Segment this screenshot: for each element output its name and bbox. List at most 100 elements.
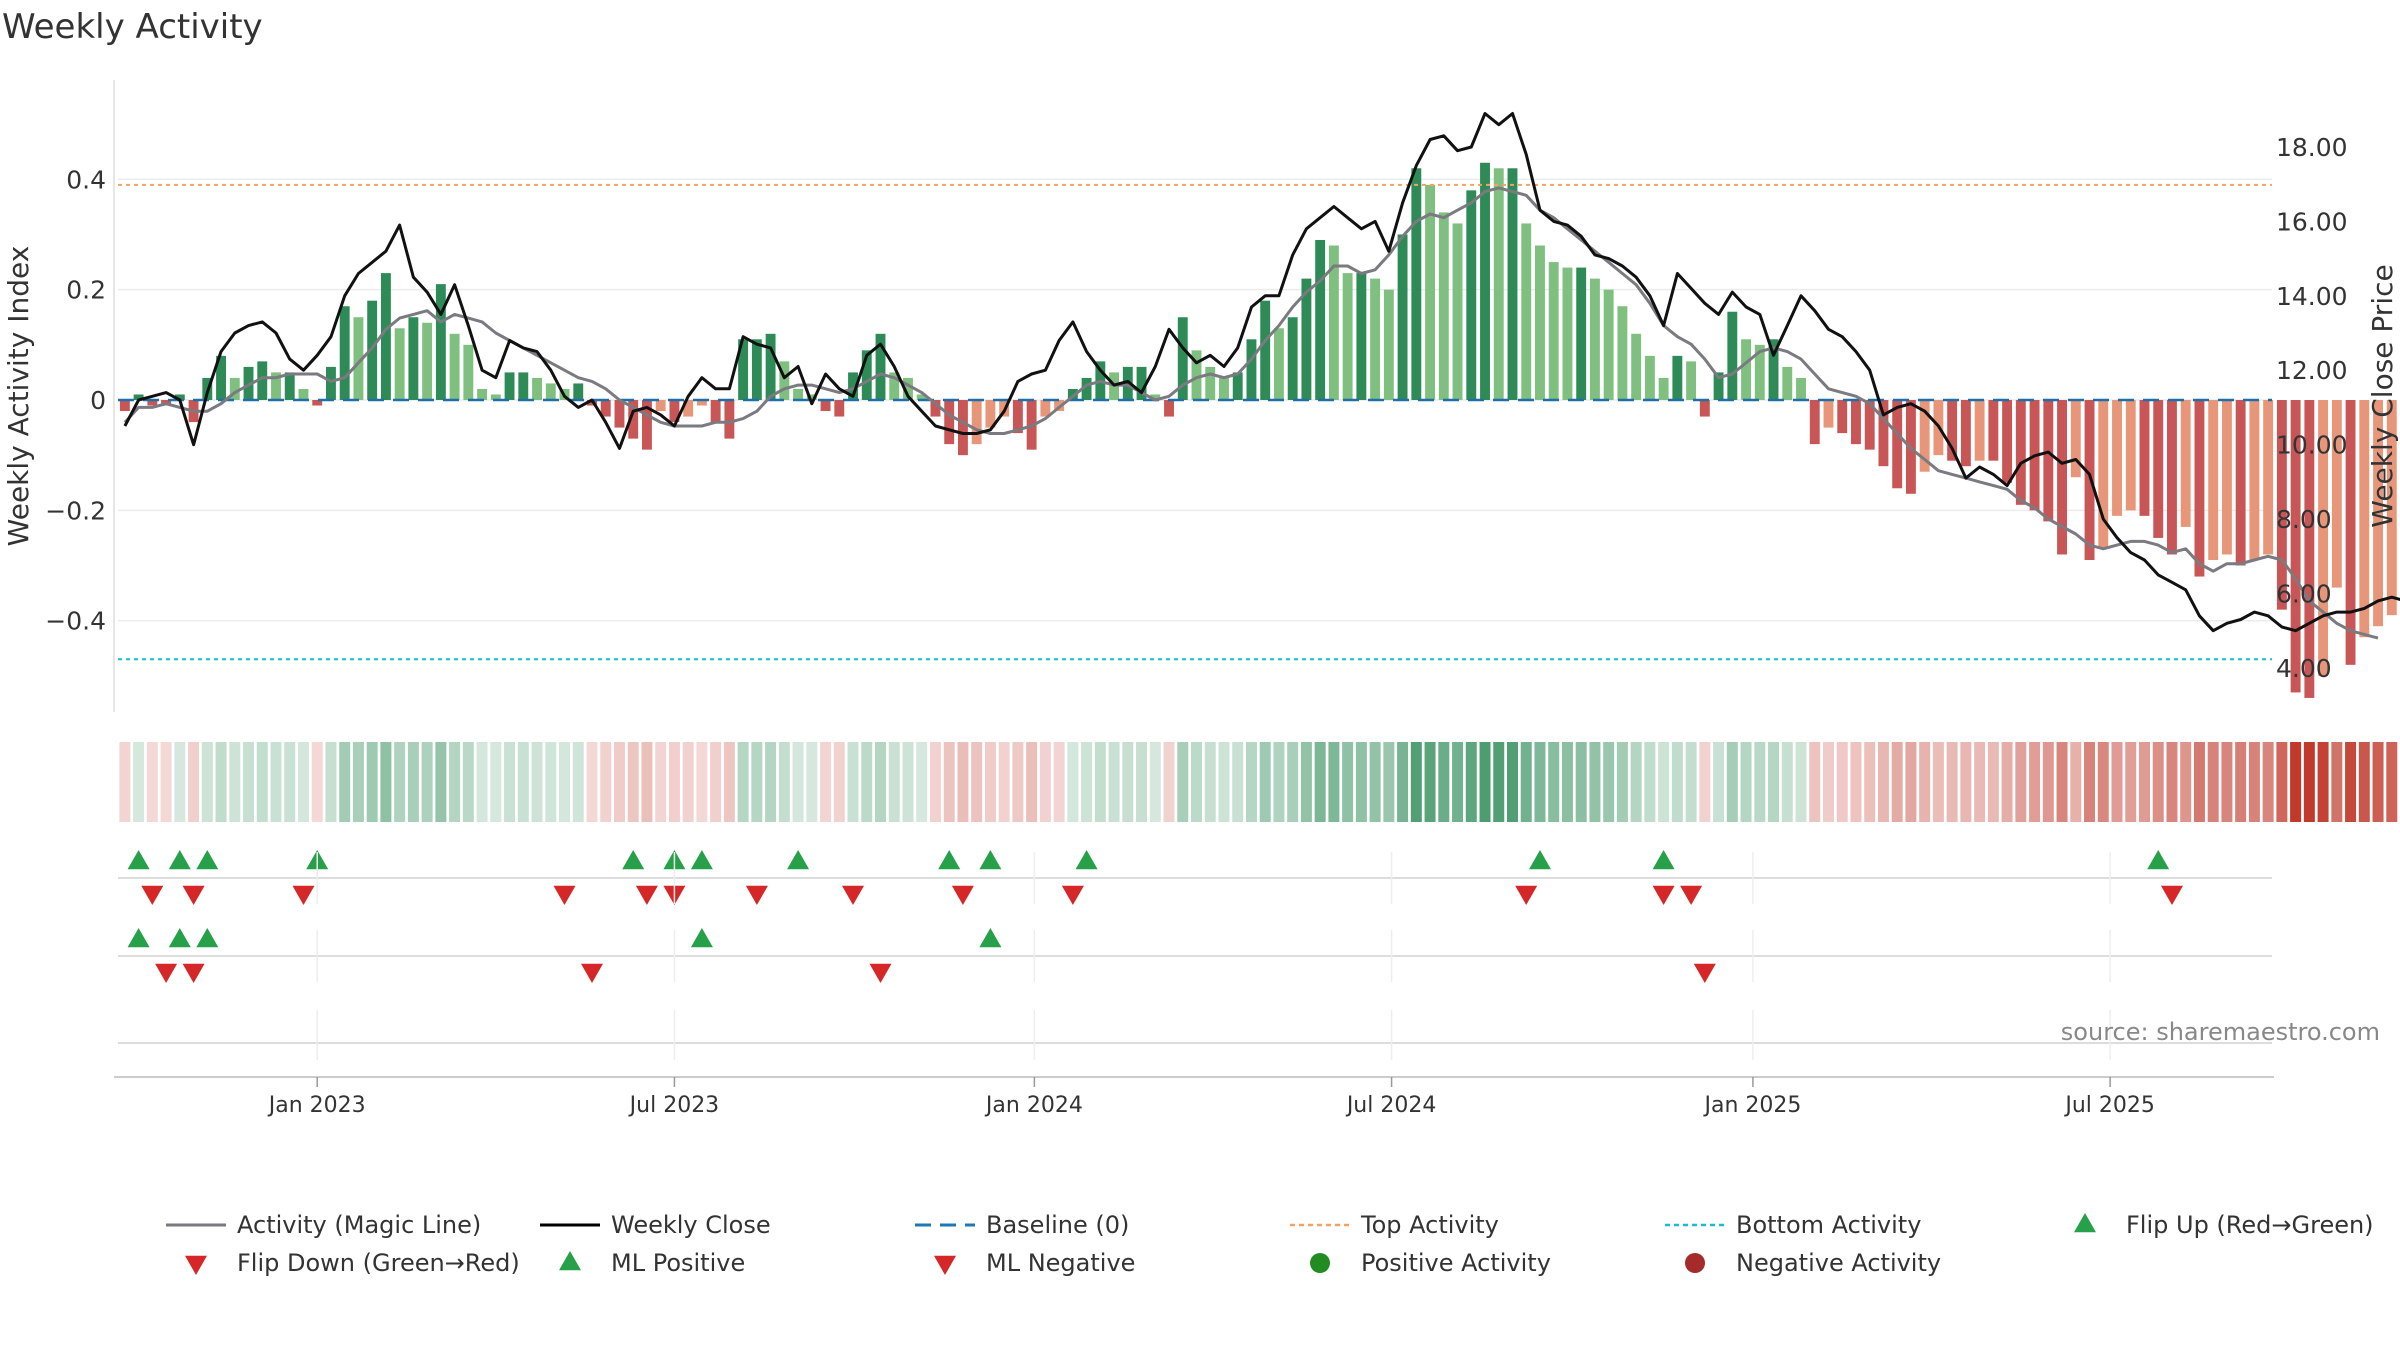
y2-tick-label: 8.00	[2276, 505, 2332, 534]
activity-bar	[1287, 317, 1298, 400]
activity-strip-cell	[1369, 742, 1381, 822]
activity-strip-cell	[188, 742, 200, 822]
activity-strip-cell	[2180, 742, 2192, 822]
activity-strip-cell	[1960, 742, 1972, 822]
activity-bar	[1892, 400, 1903, 489]
activity-bar	[971, 400, 982, 445]
activity-bar	[573, 383, 584, 400]
legend-label: ML Negative	[986, 1249, 1135, 1277]
activity-strip-cell	[1946, 742, 1958, 822]
activity-strip-cell	[270, 742, 282, 822]
legend-swatch-down-triangle	[934, 1255, 956, 1275]
activity-bar	[696, 400, 707, 406]
activity-strip-cell	[1877, 742, 1889, 822]
ml-negative-marker	[155, 963, 178, 983]
activity-bar	[614, 400, 625, 428]
activity-bar	[806, 394, 817, 400]
flip-down-marker	[951, 885, 974, 905]
activity-bar	[1342, 273, 1353, 400]
activity-strip-cell	[751, 742, 763, 822]
activity-strip-cell	[284, 742, 296, 822]
activity-bar	[944, 400, 955, 445]
activity-strip-cell	[613, 742, 625, 822]
activity-strip-cell	[1740, 742, 1752, 822]
activity-bar	[257, 361, 268, 400]
magic-line	[123, 186, 2379, 640]
activity-strip-cell	[655, 742, 667, 822]
activity-strip-cell	[1850, 742, 1862, 822]
activity-strip-cell	[256, 742, 268, 822]
activity-strip-cell	[119, 742, 131, 822]
reference-lines	[118, 183, 2272, 661]
activity-bar	[1589, 278, 1600, 400]
flip-down-marker	[2161, 885, 2183, 905]
activity-strip-cell	[2358, 742, 2370, 822]
activity-strip-cell	[2125, 742, 2137, 822]
y2-tick-label: 14.00	[2276, 282, 2348, 311]
activity-bar	[641, 400, 652, 450]
activity-strip-cell	[2111, 742, 2123, 822]
activity-bar	[1246, 339, 1257, 400]
activity-bar	[930, 400, 941, 417]
activity-bar	[710, 400, 721, 423]
activity-strip-cell	[1891, 742, 1903, 822]
activity-bar	[1576, 267, 1587, 400]
activity-bar	[1356, 273, 1367, 400]
activity-strip-cell	[668, 742, 680, 822]
ml-positive-marker	[127, 928, 150, 948]
activity-bar	[1232, 372, 1243, 400]
activity-bar	[2208, 400, 2219, 560]
activity-bar	[1466, 190, 1477, 400]
x-tick-label: Jul 2024	[1345, 1093, 1437, 1118]
activity-strip-cell	[1287, 742, 1299, 822]
activity-bar	[1644, 355, 1655, 400]
activity-bar	[751, 339, 762, 400]
activity-strip-cell	[1177, 742, 1189, 822]
activity-strip-cell	[1506, 742, 1518, 822]
flip-up-marker	[622, 850, 645, 870]
activity-strip-cell	[1383, 742, 1395, 822]
y2-tick-label: 12.00	[2276, 356, 2348, 385]
activity-strip-cell	[1987, 742, 1999, 822]
activity-bar	[1988, 400, 1999, 461]
activity-bar	[1851, 400, 1861, 445]
activity-bar	[2167, 400, 2177, 555]
activity-strip-cell	[929, 742, 941, 822]
activity-bar	[683, 400, 694, 417]
activity-bar	[2057, 400, 2067, 555]
activity-bar	[1301, 278, 1312, 400]
activity-bar	[312, 400, 323, 406]
activity-strip-cell	[146, 742, 158, 822]
ml-negative-marker	[869, 963, 892, 983]
activity-strip-cell	[1136, 742, 1148, 822]
activity-strip-cell	[586, 742, 598, 822]
y2-tick-label: 4.00	[2276, 654, 2332, 683]
activity-bar	[1370, 278, 1381, 400]
activity-bar	[1425, 184, 1436, 400]
legend-label: Negative Activity	[1736, 1249, 1941, 1277]
activity-strip-cell	[1342, 742, 1354, 822]
activity-strip-cell	[1067, 742, 1079, 822]
activity-strip-cell	[1438, 742, 1450, 822]
legend-swatch-down-triangle	[185, 1255, 207, 1275]
activity-bar	[916, 394, 927, 400]
activity-strip-cell	[1204, 742, 1216, 822]
activity-strip-cell	[641, 742, 653, 822]
activity-strip-cell	[545, 742, 557, 822]
activity-bar	[435, 284, 446, 400]
activity-bar	[1617, 306, 1628, 400]
activity-strip-cell	[1355, 742, 1367, 822]
activity-bar	[1864, 400, 1875, 450]
activity-bar	[477, 388, 488, 400]
activity-strip-cell	[778, 742, 790, 822]
activity-bar	[394, 328, 405, 400]
weekly-close-line	[123, 112, 2400, 633]
activity-bar	[655, 400, 666, 412]
activity-strip-cell	[1259, 742, 1271, 822]
activity-strip-cell	[916, 742, 928, 822]
activity-strip-cell	[2138, 742, 2150, 822]
flip-down-marker	[553, 885, 576, 905]
activity-strip-cell	[1905, 742, 1917, 822]
activity-strip-cell	[215, 742, 227, 822]
activity-bar	[1672, 355, 1683, 400]
